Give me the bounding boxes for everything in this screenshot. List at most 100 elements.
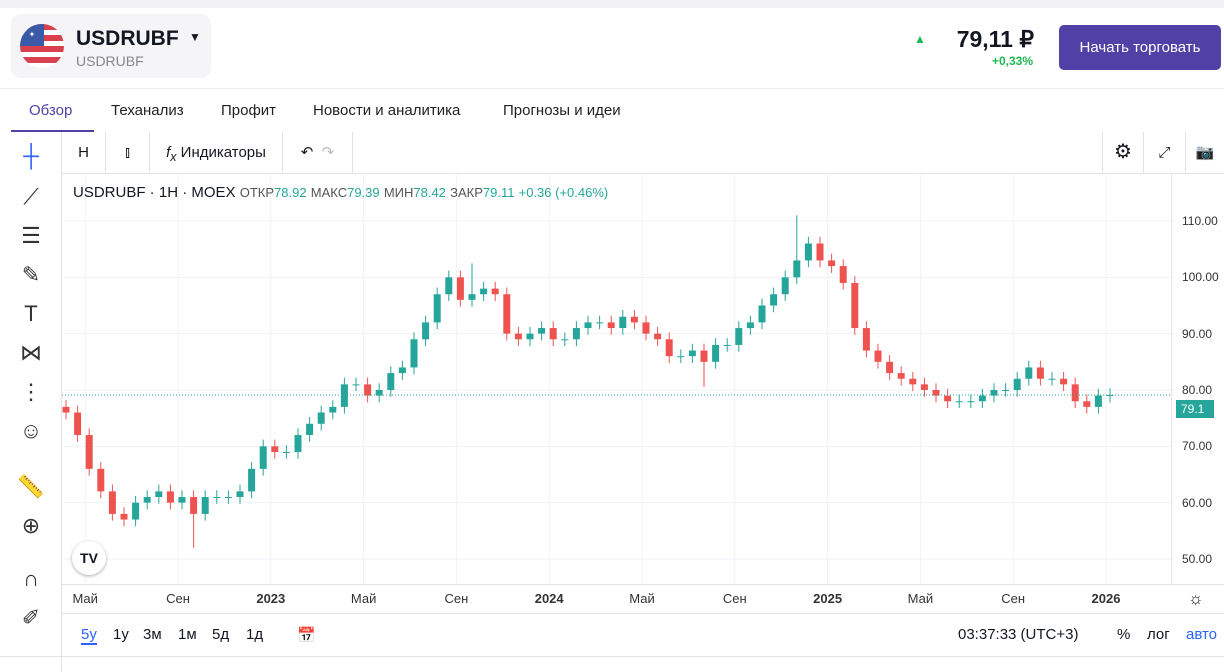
up-arrow-icon: ▲ [914, 32, 926, 46]
pattern-icon[interactable]: ⋈ [20, 340, 42, 365]
candle-body [596, 322, 604, 324]
candle-body [897, 373, 905, 379]
price-change: +0,33% [991, 54, 1033, 68]
symbol-selector[interactable]: ✦ USDRUBF ▼ USDRUBF [11, 14, 211, 78]
indicators-button[interactable]: fx Индикаторы [150, 132, 283, 173]
fullscreen-icon[interactable]: ⤢ [1144, 132, 1186, 173]
candle-body [201, 497, 209, 514]
candle-body [967, 401, 975, 403]
percent-toggle[interactable]: % [1117, 626, 1131, 643]
chevron-down-icon[interactable]: ▼ [189, 30, 201, 44]
active-tab-indicator [11, 130, 94, 132]
candle-body [862, 328, 870, 351]
legend-symbol: USDRUBF [73, 184, 146, 201]
legend-close-label: ЗАКР [450, 185, 483, 200]
prediction-icon[interactable]: ⋮ [20, 379, 42, 404]
candle-body [804, 243, 812, 261]
crosshair-icon[interactable]: ┼ [23, 143, 39, 168]
candle-body [1013, 378, 1021, 390]
y-tick-label: 60.00 [1182, 495, 1213, 510]
fib-lines-icon[interactable]: ☰ [21, 223, 41, 248]
candle-body [816, 243, 824, 261]
fx-icon: fx [166, 144, 177, 164]
legend-open-label: ОТКР [239, 185, 275, 200]
candle-body [781, 277, 789, 295]
range-5y[interactable]: 5y [81, 626, 97, 645]
candle-body [607, 322, 615, 329]
x-tick-label: 2023 [256, 591, 286, 606]
undo-redo: ↶ ↷ [283, 132, 353, 173]
magnet-icon[interactable]: ∩ [23, 566, 39, 591]
candle-body [236, 491, 244, 498]
range-5d[interactable]: 5д [212, 626, 230, 643]
undo-icon[interactable]: ↶ [300, 144, 314, 161]
candle-body [97, 468, 105, 492]
candle-body [120, 513, 128, 520]
legend-open: 78.92 [274, 185, 307, 200]
log-toggle[interactable]: лог [1147, 626, 1170, 643]
candle-body [561, 339, 569, 341]
candle-body [213, 497, 221, 499]
y-tick-label: 100.00 [1182, 270, 1219, 285]
auto-toggle[interactable]: авто [1186, 626, 1218, 643]
redo-icon[interactable]: ↷ [321, 144, 335, 161]
candle-body [642, 322, 650, 334]
candle-body [584, 322, 592, 329]
x-tick-label: Сен [444, 591, 469, 606]
ruler-icon[interactable]: 📏 [17, 474, 45, 499]
range-1y[interactable]: 1y [113, 626, 129, 643]
candle-body [329, 406, 337, 413]
x-tick-label: Май [907, 591, 934, 606]
candle-body [155, 491, 163, 498]
lock-drawings-icon[interactable]: ✐ [21, 605, 41, 630]
interval-button[interactable]: H [62, 132, 106, 173]
range-3m[interactable]: 3м [143, 626, 162, 643]
text-icon[interactable]: T [24, 301, 38, 326]
candle-body [944, 395, 952, 402]
candle-body [978, 395, 986, 402]
x-tick-label: Сен [722, 591, 747, 606]
candle-body [1048, 378, 1056, 380]
brush-icon[interactable]: ✎ [21, 262, 41, 287]
x-tick-label: Сен [1001, 591, 1026, 606]
trendline-icon[interactable]: ⟋ [23, 184, 39, 209]
candle-body [410, 339, 418, 368]
candle-body [1002, 389, 1010, 391]
candle-body [828, 260, 836, 267]
candle-body [1071, 384, 1079, 402]
axis-settings-icon[interactable]: ☼ [1188, 589, 1204, 608]
candle-body [770, 294, 778, 306]
current-price: 79,11 ₽ [956, 26, 1034, 52]
goto-date-icon[interactable]: 📅 [297, 627, 316, 644]
candles-icon[interactable]: ⫾ [106, 132, 150, 173]
candle-body [143, 497, 151, 503]
footer-bar [0, 656, 1224, 672]
tab-news[interactable]: Новости и аналитика [313, 102, 461, 119]
time-axis[interactable]: ☼ Май Сен 2023 Май Сен 2024 Май Сен 2025 Май Сен 20… [62, 584, 1224, 614]
price-axis[interactable]: 110.00 100.00 90.00 80.00 70.00 60.00 50.00 [1171, 174, 1224, 584]
clock-time[interactable]: 03:37:33 (UTC+3) [958, 626, 1079, 643]
candle-body [920, 384, 928, 390]
candle-body [538, 328, 546, 334]
candle-body [1094, 395, 1102, 407]
tab-overview[interactable]: Обзор [29, 102, 73, 119]
range-1m[interactable]: 1м [178, 626, 197, 643]
emoji-icon[interactable]: ☺ [19, 418, 43, 443]
tab-profit[interactable]: Профит [221, 102, 277, 119]
tab-forecasts[interactable]: Прогнозы и идеи [503, 102, 621, 119]
tradingview-logo[interactable]: TV [72, 541, 106, 575]
candle-body [375, 389, 383, 396]
y-tick-label: 90.00 [1182, 326, 1213, 341]
candle-body [74, 412, 82, 436]
zoom-in-icon[interactable]: ⊕ [21, 513, 41, 538]
candle-body [735, 328, 743, 345]
candle-body [746, 322, 754, 329]
tab-techanalysis[interactable]: Теханализ [111, 102, 184, 119]
screenshot-icon[interactable]: 📷 [1195, 144, 1215, 161]
settings-icon[interactable]: ⚙ [1102, 132, 1144, 173]
legend-close: 79.11 [482, 185, 515, 200]
start-trading-button[interactable]: Начать торговать [1059, 25, 1221, 70]
chart-legend: USDRUBF · 1H · MOEX ОТКР78.92 МАКС79.39 … [73, 184, 609, 201]
range-1d[interactable]: 1д [246, 626, 264, 643]
y-tick-label: 110.00 [1182, 214, 1218, 228]
